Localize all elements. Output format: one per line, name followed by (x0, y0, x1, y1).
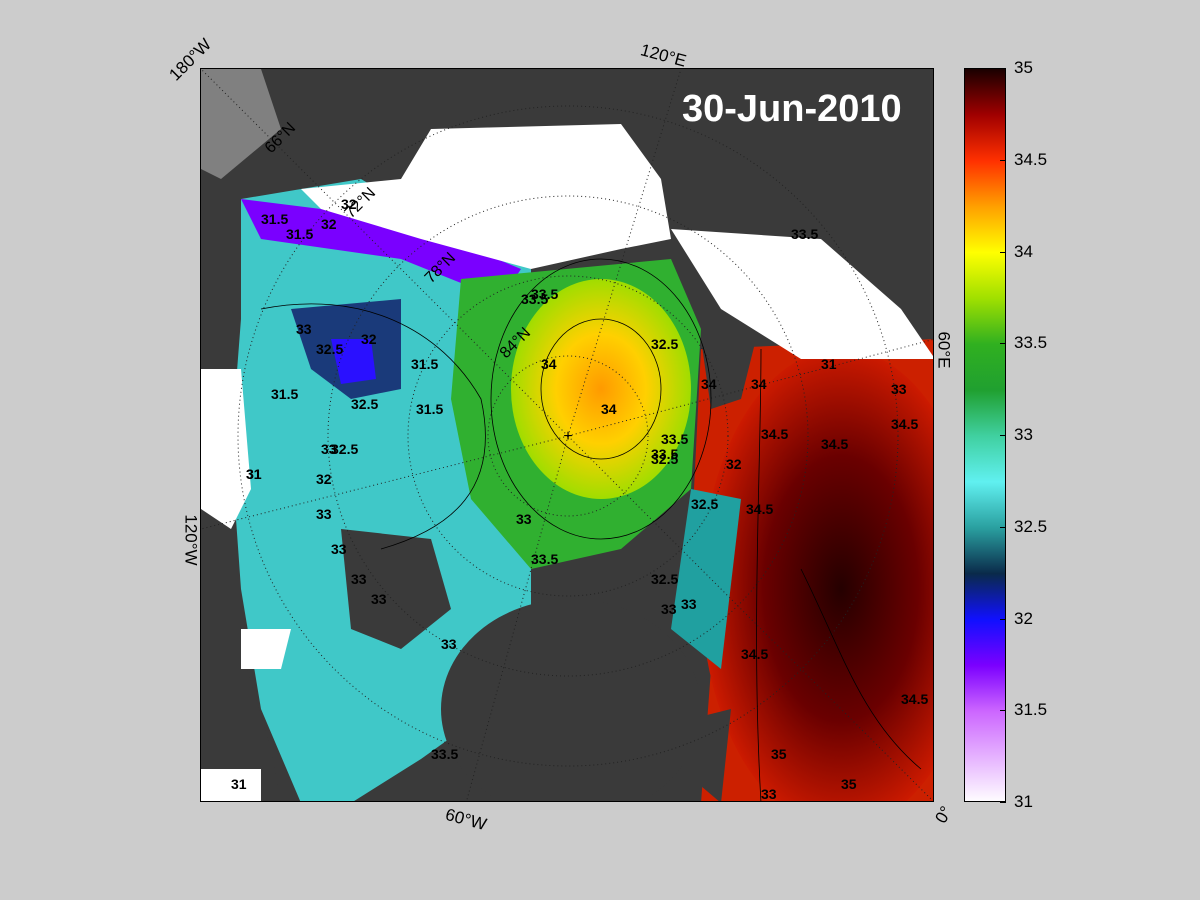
colorbar-tick (1000, 802, 1006, 803)
meridian-label-120e: 120°E (638, 40, 689, 71)
colorbar-tick (1000, 343, 1006, 345)
contour-label: 33 (371, 591, 387, 607)
colorbar-tick (1000, 435, 1006, 436)
contour-label: 33.5 (661, 431, 688, 447)
contour-label: 32.5 (351, 396, 378, 412)
svalbard-area (701, 319, 761, 409)
contour-label: 34.5 (821, 436, 848, 452)
contour-label: 32 (361, 331, 377, 347)
contour-label: 33.5 (531, 551, 558, 567)
contour-label: 32.5 (651, 571, 678, 587)
contour-label: 34.5 (741, 646, 768, 662)
contour-label: 33 (661, 601, 677, 617)
contour-label: 33 (296, 321, 312, 337)
contour-label: 33 (516, 511, 532, 527)
contour-label: 31.5 (286, 226, 313, 242)
colorbar-tick (1000, 526, 1006, 528)
contour-label: 31 (246, 466, 262, 482)
contour-label: 32 (321, 216, 337, 232)
contour-label: 31 (246, 466, 262, 482)
meridian-label-60e: 60°E (934, 331, 954, 369)
contour-label: 32.5 (316, 341, 343, 357)
meridian-label-0: 0° (931, 802, 956, 827)
contour-label: 33.5 (431, 746, 458, 762)
map-date: 30-Jun-2010 (682, 88, 902, 130)
contour-label: 34 (541, 356, 557, 372)
meridian-label-120w: 120°W (181, 514, 201, 566)
contour-label: 31 (821, 356, 837, 372)
contour-label: 32 (316, 471, 332, 487)
contour-label: 33.5 (531, 286, 558, 302)
contour-label: 32 (341, 196, 357, 212)
contour-label: 33.5 (651, 446, 678, 462)
contour-label: 32 (726, 456, 742, 472)
colorbar-tick-label: 33 (1014, 425, 1033, 444)
contour-label: 32.5 (331, 441, 358, 457)
contour-label: 31.5 (411, 356, 438, 372)
sea-ice-beaufort (201, 369, 251, 529)
map-panel: + 31.5 31.5 32 32 33 32.5 32 32.5 33 31.5 31 32.5 33… (200, 68, 934, 802)
sea-ice-pacific (301, 124, 671, 269)
colorbar-tick-label: 32.5 (1014, 516, 1048, 536)
colorbar-tick (1000, 251, 1006, 253)
colorbar-gradient (965, 69, 1005, 801)
contour-label: 33 (681, 596, 697, 612)
contour-label: 31.5 (416, 401, 443, 417)
land-light-area (201, 69, 281, 179)
contour-label: 33 (761, 786, 777, 802)
contour-label: 32.5 (651, 336, 678, 352)
contour-label: 34.5 (746, 501, 773, 517)
greenland (441, 599, 701, 801)
colorbar-tick-label: 34.5 (1014, 149, 1048, 169)
contour-label: 33 (321, 441, 337, 457)
colorbar-tick (1000, 68, 1006, 69)
barents-channel (671, 489, 741, 669)
graticule (201, 69, 933, 801)
contour-label: 33 (351, 571, 367, 587)
contour-label: 31 (231, 776, 247, 792)
contour-label: 34.5 (901, 691, 928, 707)
contour-label: 31.5 (261, 211, 288, 227)
contour-label: 35 (771, 746, 787, 762)
colorbar-tick (1000, 710, 1006, 712)
contour-label: 34.5 (891, 416, 918, 432)
colorbar-tick (1000, 618, 1006, 620)
contour-label: 34.5 (761, 426, 788, 442)
salinity-map: + 31.531.532323332.53232.53331.53132.533… (201, 69, 933, 802)
colorbar-tick-label: 34 (1014, 241, 1033, 261)
contour-label: 33 (316, 506, 332, 522)
contour-label: 32.5 (651, 451, 678, 467)
contour-label: 32.5 (691, 496, 718, 512)
meridian-label-60w: 60°W (443, 804, 489, 835)
contour-label: 35 (841, 776, 857, 792)
colorbar-tick-label: 31 (1014, 792, 1033, 811)
colorbar-tick-label: 32 (1014, 608, 1033, 628)
colorbar-tick (1000, 159, 1006, 161)
contour-label: 33.5 (791, 226, 818, 242)
contour-label: 33 (891, 381, 907, 397)
contour-lines (260, 258, 922, 801)
colorbar-tick-label: 35 (1014, 58, 1033, 77)
central-arctic (511, 279, 691, 499)
sea-ice-kara (671, 229, 933, 359)
colorbar-tick-label: 33.5 (1014, 333, 1048, 353)
contour-label: 34 (751, 376, 767, 392)
contour-label: 33 (441, 636, 457, 652)
canadian-archipelago (341, 529, 451, 649)
colorbar-tick-label: 31.5 (1014, 700, 1048, 720)
contour-label: 34 (701, 376, 717, 392)
svg-text:+: + (563, 428, 572, 445)
contour-label: 34 (601, 401, 617, 417)
contour-label: 33 (331, 541, 347, 557)
contour-label: 33.5 (521, 291, 548, 307)
contour-label: 31.5 (271, 386, 298, 402)
